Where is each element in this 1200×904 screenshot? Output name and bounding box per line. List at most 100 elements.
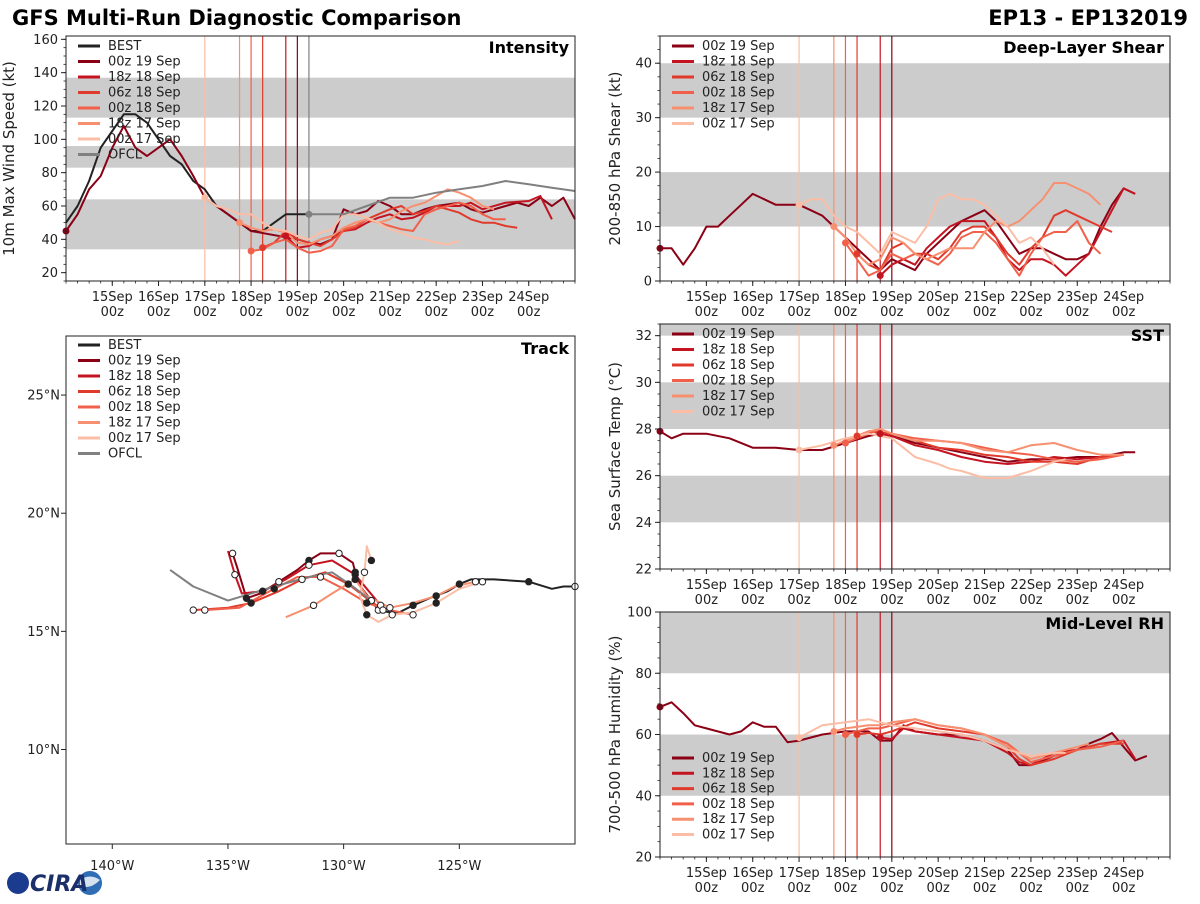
legend-label-00z-19-sep: 00z 19 Sep bbox=[108, 55, 181, 70]
init-marker-18z-18-sep bbox=[876, 430, 884, 438]
track-position-marker bbox=[242, 594, 251, 602]
init-marker-06z-18-sep bbox=[853, 432, 861, 440]
track-position-marker bbox=[363, 611, 371, 619]
legend-label-ofcl: OFCL bbox=[108, 148, 143, 163]
init-marker-06z-18-sep bbox=[853, 250, 861, 258]
init-marker-18z-17-sep bbox=[830, 727, 838, 735]
y-axis-label: 10m Max Wind Speed (kt) bbox=[0, 61, 18, 256]
x-tick-sublabel: 00z bbox=[695, 881, 719, 896]
y-tick-label: 60 bbox=[41, 200, 58, 215]
shear-panel: 01020304015Sep00z16Sep00z17Sep00z18Sep00… bbox=[606, 35, 1171, 320]
track-position-marker bbox=[231, 570, 239, 579]
shaded-band bbox=[660, 63, 1170, 118]
track-position-marker bbox=[455, 580, 464, 588]
series-line-18z-18-sep bbox=[880, 432, 1124, 465]
track-position-marker bbox=[201, 606, 209, 614]
x-tick-label: 20Sep bbox=[918, 578, 959, 593]
figure-title: GFS Multi-Run Diagnostic Comparison bbox=[12, 6, 461, 30]
x-tick-sublabel: 00z bbox=[880, 881, 904, 896]
x-tick-label: 19Sep bbox=[871, 866, 912, 881]
legend-label-18z-17-sep: 18z 17 Sep bbox=[108, 416, 181, 431]
x-tick-sublabel: 00z bbox=[787, 305, 811, 320]
track-position-marker bbox=[335, 549, 343, 558]
legend-label-18z-17-sep: 18z 17 Sep bbox=[702, 389, 775, 404]
init-marker-18z-18-sep bbox=[876, 272, 884, 280]
y-tick-label: 100 bbox=[33, 133, 58, 148]
track-position-marker bbox=[386, 604, 394, 612]
track-position-marker bbox=[258, 587, 267, 595]
panel-title: Track bbox=[521, 339, 569, 358]
x-tick-sublabel: 00z bbox=[973, 305, 997, 320]
init-marker-18z-17-sep bbox=[830, 441, 838, 449]
x-tick-sublabel: 00z bbox=[787, 593, 811, 608]
track-position-marker bbox=[305, 561, 313, 569]
lon-tick-label: 130°W bbox=[322, 859, 366, 874]
x-tick-label: 23Sep bbox=[1057, 290, 1098, 305]
x-tick-sublabel: 00z bbox=[1019, 593, 1043, 608]
init-marker-18z-17-sep bbox=[236, 219, 244, 227]
y-tick-label: 40 bbox=[41, 233, 58, 248]
series-line-18z-17-sep bbox=[833, 428, 1124, 456]
x-tick-sublabel: 00z bbox=[517, 305, 541, 320]
init-marker-ofcl bbox=[305, 210, 313, 218]
legend-label-00z-18-sep: 00z 18 Sep bbox=[108, 400, 181, 415]
track-position-marker bbox=[344, 580, 352, 588]
series-line-06z-18-sep bbox=[262, 205, 518, 249]
intensity-panel: 2040608010012014016015Sep00z16Sep00z17Se… bbox=[0, 33, 576, 320]
x-tick-sublabel: 00z bbox=[834, 881, 858, 896]
init-marker-18z-17-sep bbox=[830, 223, 838, 231]
y-tick-label: 20 bbox=[635, 851, 652, 866]
x-tick-label: 15Sep bbox=[686, 578, 727, 593]
y-tick-label: 24 bbox=[635, 516, 652, 531]
track-panel: 10°N 15°N 20°N 25°N 140°W 135°W 130°W 125°W Trac… bbox=[27, 335, 579, 874]
track-position-marker bbox=[471, 578, 480, 586]
y-axis-label: 700-500 hPa Humidity (%) bbox=[606, 635, 624, 833]
x-tick-sublabel: 00z bbox=[193, 305, 217, 320]
x-tick-sublabel: 00z bbox=[101, 305, 125, 320]
x-tick-label: 20Sep bbox=[918, 866, 959, 881]
x-tick-sublabel: 00z bbox=[695, 305, 719, 320]
legend-label-06z-18-sep: 06z 18 Sep bbox=[702, 358, 775, 373]
storm-id: EP13 - EP132019 bbox=[988, 6, 1188, 30]
cira-logo: CIRA bbox=[7, 871, 102, 897]
x-tick-label: 23Sep bbox=[1057, 866, 1098, 881]
y-tick-label: 160 bbox=[33, 33, 58, 48]
x-tick-label: 22Sep bbox=[1010, 290, 1051, 305]
x-tick-label: 15Sep bbox=[686, 290, 727, 305]
shaded-band bbox=[660, 172, 1170, 227]
legend-label-00z-18-sep: 00z 18 Sep bbox=[702, 374, 775, 389]
init-marker-06z-18-sep bbox=[259, 244, 267, 252]
x-tick-sublabel: 00z bbox=[695, 593, 719, 608]
plot-border bbox=[659, 323, 1171, 570]
legend-label-06z-18-sep: 06z 18 Sep bbox=[108, 86, 181, 101]
x-tick-label: 24Sep bbox=[1103, 578, 1144, 593]
track-position-marker bbox=[270, 585, 278, 593]
track-position-marker bbox=[478, 578, 487, 586]
x-tick-sublabel: 00z bbox=[286, 305, 310, 320]
x-tick-sublabel: 00z bbox=[926, 593, 950, 608]
track-position-marker bbox=[298, 575, 306, 584]
lat-tick-label: 10°N bbox=[27, 743, 60, 758]
plot-border bbox=[659, 611, 1171, 858]
x-tick-label: 15Sep bbox=[92, 290, 133, 305]
x-tick-sublabel: 00z bbox=[787, 881, 811, 896]
legend-label-00z-19-sep: 00z 19 Sep bbox=[702, 39, 775, 54]
y-tick-label: 40 bbox=[635, 789, 652, 804]
legend-label-18z-18-sep: 18z 18 Sep bbox=[108, 70, 181, 85]
series-line-00z-17-sep bbox=[798, 432, 1066, 479]
series-line-00z-17-sep bbox=[798, 192, 1055, 266]
x-tick-sublabel: 00z bbox=[424, 305, 448, 320]
y-tick-label: 26 bbox=[635, 469, 652, 484]
y-tick-label: 60 bbox=[635, 728, 652, 743]
lat-tick-label: 25°N bbox=[27, 389, 60, 404]
y-tick-label: 22 bbox=[635, 563, 652, 578]
y-tick-label: 40 bbox=[635, 57, 652, 72]
shaded-band bbox=[660, 475, 1170, 523]
y-tick-label: 0 bbox=[644, 275, 652, 290]
sst-panel: 22242628303215Sep00z16Sep00z17Sep00z18Se… bbox=[606, 323, 1171, 608]
series-line-00z-19-sep bbox=[65, 125, 576, 246]
y-axis-label: 200-850 hPa Shear (kt) bbox=[606, 72, 624, 246]
rh-panel: 2040608010015Sep00z16Sep00z17Sep00z18Sep… bbox=[606, 606, 1171, 896]
x-tick-label: 17Sep bbox=[779, 578, 820, 593]
logo-wave-icon bbox=[80, 876, 100, 888]
